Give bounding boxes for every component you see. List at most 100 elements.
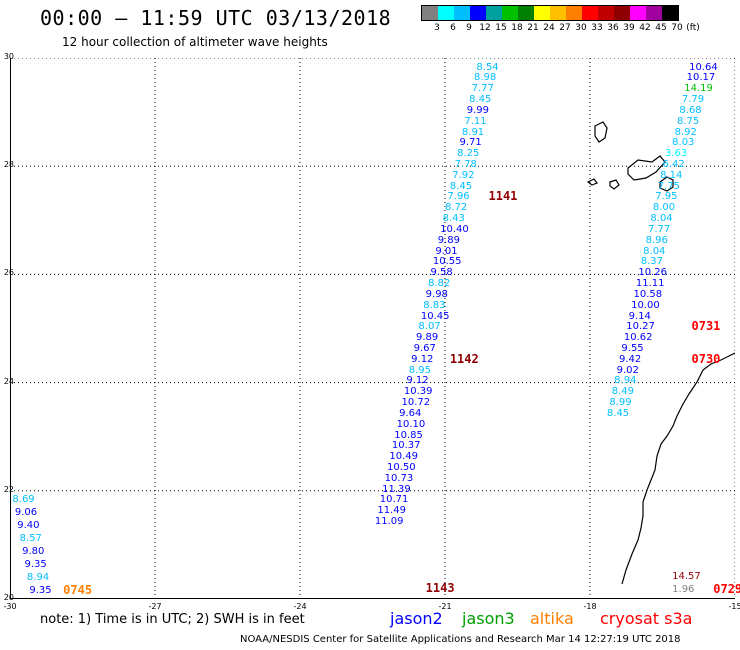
swh-value-label[interactable]: 8.94 bbox=[614, 375, 637, 387]
swh-value-label[interactable]: 8.72 bbox=[445, 202, 468, 214]
swh-value-label[interactable]: 11.09 bbox=[374, 516, 404, 528]
swh-value-label[interactable]: 8.45 bbox=[469, 94, 492, 106]
swh-value-label[interactable]: 9.64 bbox=[399, 407, 422, 419]
swh-value-label[interactable]: 8.04 bbox=[643, 245, 666, 257]
swh-value-label[interactable]: 8.00 bbox=[652, 202, 676, 214]
swh-value-label[interactable]: 8.54 bbox=[476, 61, 499, 73]
swh-value-label[interactable]: 10.27 bbox=[626, 321, 655, 333]
swh-value-label[interactable]: 8.68 bbox=[679, 104, 702, 116]
legend-swatch bbox=[454, 6, 470, 20]
swh-value-label[interactable]: 10.71 bbox=[379, 494, 409, 506]
swh-value-label[interactable]: 10.85 bbox=[394, 429, 423, 441]
map-title: 00:00 – 11:59 UTC 03/13/2018 bbox=[40, 6, 392, 30]
swh-value-label[interactable]: 9.58 bbox=[430, 267, 453, 279]
swh-value-label[interactable]: 9.42 bbox=[619, 353, 642, 365]
swh-value-label[interactable]: 8.14 bbox=[660, 169, 683, 181]
swh-value-label[interactable]: 8.75 bbox=[677, 115, 700, 127]
legend-swatch bbox=[566, 6, 582, 20]
swh-value-label[interactable]: 7.78 bbox=[454, 159, 477, 171]
swh-value-label[interactable]: 9.89 bbox=[416, 332, 439, 344]
swh-value-label[interactable]: 11.49 bbox=[377, 505, 406, 517]
swh-value-label[interactable]: 6.42 bbox=[662, 159, 685, 171]
swh-value-label[interactable]: 8.49 bbox=[611, 386, 635, 398]
swh-value-label[interactable]: 8.57 bbox=[19, 533, 42, 545]
swh-value-label[interactable]: 9.01 bbox=[435, 245, 458, 257]
swh-value-label[interactable]: 9.55 bbox=[621, 342, 644, 354]
swh-value-label[interactable]: 11.39 bbox=[382, 483, 411, 495]
swh-value-label[interactable]: 10.45 bbox=[420, 310, 450, 322]
swh-value-label[interactable]: 8.07 bbox=[418, 321, 441, 333]
swh-value-label[interactable]: 10.73 bbox=[384, 472, 414, 484]
swh-value-label[interactable]: 8.45 bbox=[449, 180, 473, 192]
swh-value-label[interactable]: 10.10 bbox=[396, 418, 426, 430]
swh-value-label[interactable]: 7.79 bbox=[681, 94, 705, 106]
swh-value-label[interactable]: 10.17 bbox=[686, 72, 716, 84]
swh-value-label[interactable]: 10.40 bbox=[440, 223, 469, 235]
swh-value-label[interactable]: 7.77 bbox=[648, 223, 671, 235]
swh-value-label[interactable]: 8.96 bbox=[645, 234, 668, 246]
pass-time-label: 1142 bbox=[449, 351, 479, 366]
swh-value-label[interactable]: 10.64 bbox=[689, 61, 718, 73]
gomera-island bbox=[609, 179, 620, 190]
swh-value-label[interactable]: 9.40 bbox=[17, 520, 40, 532]
coastline-layer bbox=[10, 58, 735, 599]
swh-value-label[interactable]: 9.89 bbox=[437, 234, 461, 246]
swh-value-label[interactable]: 8.37 bbox=[640, 256, 664, 268]
swh-value-label[interactable]: 7.77 bbox=[471, 83, 494, 95]
swh-value-label[interactable]: 9.35 bbox=[29, 585, 52, 597]
swh-value-label[interactable]: 9.71 bbox=[459, 137, 482, 149]
swh-value-label[interactable]: 8.25 bbox=[457, 148, 480, 160]
legend-label: 70 bbox=[671, 23, 683, 33]
swh-value-label[interactable]: 9.99 bbox=[466, 104, 490, 116]
swh-value-label[interactable]: 8.95 bbox=[408, 364, 432, 376]
swh-value-label[interactable]: 9.06 bbox=[14, 507, 38, 519]
swh-value-label[interactable]: 9.12 bbox=[406, 375, 429, 387]
swh-value-label[interactable]: 8.04 bbox=[650, 213, 673, 225]
swh-value-label[interactable]: 8.94 bbox=[26, 572, 50, 584]
swh-value-label[interactable]: 8.03 bbox=[672, 137, 695, 149]
swh-value-label[interactable]: 8.83 bbox=[423, 299, 446, 311]
swh-value-label[interactable]: 1.96 bbox=[672, 584, 695, 596]
swh-value-label[interactable]: 7.92 bbox=[452, 169, 475, 181]
swh-value-label[interactable]: 14.19 bbox=[684, 83, 713, 95]
swh-value-label[interactable]: 7.75 bbox=[657, 180, 680, 192]
swh-value-label[interactable]: 10.62 bbox=[623, 332, 653, 344]
swh-value-label[interactable]: 10.49 bbox=[389, 451, 419, 463]
swh-value-label[interactable]: 8.43 bbox=[442, 213, 465, 225]
swh-value-label[interactable]: 9.98 bbox=[425, 288, 448, 300]
pass-time-label: 0730 bbox=[691, 351, 721, 366]
swh-value-label[interactable]: 7.96 bbox=[447, 191, 470, 203]
swh-value-label[interactable]: 10.37 bbox=[391, 440, 421, 452]
swh-value-label[interactable]: 10.72 bbox=[401, 397, 431, 409]
la-palma-island bbox=[594, 121, 608, 143]
swh-value-label[interactable]: 3.63 bbox=[664, 148, 688, 160]
swh-value-label[interactable]: 8.98 bbox=[474, 72, 497, 84]
pass-time-label: 0731 bbox=[691, 319, 721, 334]
swh-value-label[interactable]: 11.11 bbox=[635, 278, 665, 290]
swh-value-label[interactable]: 10.50 bbox=[387, 461, 416, 473]
legend-label: 24 bbox=[543, 23, 555, 33]
swh-value-label[interactable]: 8.45 bbox=[606, 407, 630, 419]
swh-value-label[interactable]: 8.69 bbox=[12, 494, 35, 506]
swh-value-label[interactable]: 7.95 bbox=[655, 191, 678, 203]
swh-value-label[interactable]: 9.02 bbox=[616, 364, 639, 376]
satellite-legend-jason3: jason3 bbox=[462, 609, 515, 628]
swh-value-label[interactable]: 14.57 bbox=[672, 571, 701, 583]
swh-value-label[interactable]: 8.99 bbox=[609, 397, 632, 409]
swh-value-label[interactable]: 9.80 bbox=[22, 546, 45, 558]
swh-value-label[interactable]: 8.92 bbox=[674, 126, 697, 138]
swh-value-label[interactable]: 9.14 bbox=[628, 310, 651, 322]
swh-value-label[interactable]: 10.39 bbox=[403, 386, 433, 398]
swh-value-label[interactable]: 10.58 bbox=[633, 288, 663, 300]
swh-value-label[interactable]: 7.11 bbox=[464, 115, 487, 127]
swh-value-label[interactable]: 10.00 bbox=[631, 299, 660, 311]
swh-value-label[interactable]: 9.12 bbox=[411, 353, 434, 365]
swh-value-label[interactable]: 10.26 bbox=[638, 267, 667, 279]
swh-value-label[interactable]: 9.35 bbox=[24, 559, 47, 571]
swh-value-label[interactable]: 8.91 bbox=[461, 126, 485, 138]
swh-value-label[interactable]: 9.67 bbox=[413, 342, 436, 354]
swh-value-label[interactable]: 10.55 bbox=[432, 256, 462, 268]
swh-value-label[interactable]: 8.82 bbox=[428, 278, 451, 290]
longitude-tick-label: -18 bbox=[583, 602, 597, 611]
map-plot-area[interactable] bbox=[10, 58, 735, 599]
